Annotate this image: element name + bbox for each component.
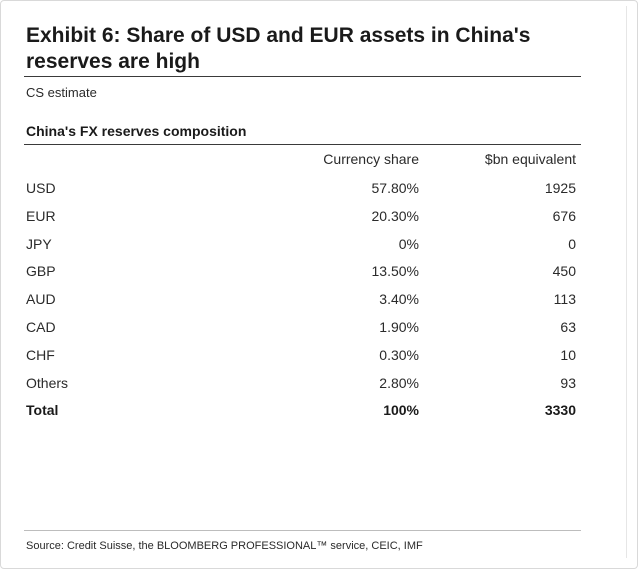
row-currency-share: 13.50% (371, 263, 419, 280)
row-label: CAD (26, 318, 56, 335)
column-header-bn-equivalent: $bn equivalent (484, 151, 576, 167)
row-currency-share: 1.90% (379, 318, 419, 335)
row-label: AUD (26, 291, 56, 308)
source-note: Source: Credit Suisse, the BLOOMBERG PRO… (26, 540, 423, 552)
frame-edge (626, 6, 627, 558)
row-currency-share: 20.30% (371, 207, 419, 224)
row-bn-equivalent: 63 (560, 318, 576, 335)
row-bn-equivalent: 0 (568, 235, 576, 252)
row-bn-equivalent: 676 (552, 207, 576, 224)
table-row: JPY 0% 0 (0, 231, 640, 259)
table-row: CAD 1.90% 63 (0, 314, 640, 342)
row-currency-share: 57.80% (371, 180, 419, 196)
row-label: EUR (26, 207, 56, 224)
row-currency-share: 3.40% (379, 291, 419, 308)
exhibit-subtitle: CS estimate (26, 85, 97, 100)
total-currency-share: 100% (383, 402, 419, 419)
row-label: CHF (26, 346, 55, 363)
table-row: Others 2.80% 93 (0, 370, 640, 398)
table-row: GBP 13.50% 450 (0, 258, 640, 286)
row-bn-equivalent: 1925 (544, 180, 576, 196)
table-title: China's FX reserves composition (26, 123, 247, 139)
row-bn-equivalent: 450 (552, 263, 576, 280)
table-body: USD 57.80% 1925 EUR 20.30% 676 JPY 0% 0 … (0, 175, 640, 425)
title-divider (24, 76, 581, 77)
row-currency-share: 0% (398, 235, 419, 252)
row-bn-equivalent: 10 (560, 346, 576, 363)
row-currency-share: 2.80% (379, 374, 419, 391)
row-label: GBP (26, 263, 56, 280)
total-label: Total (26, 402, 59, 419)
row-currency-share: 0.30% (379, 346, 419, 363)
row-label: USD (26, 180, 56, 196)
exhibit-title: Exhibit 6: Share of USD and EUR assets i… (26, 24, 531, 73)
table-row: AUD 3.40% 113 (0, 286, 640, 314)
row-label: JPY (26, 235, 52, 252)
row-bn-equivalent: 113 (553, 291, 576, 308)
row-bn-equivalent: 93 (560, 374, 576, 391)
table-title-divider (24, 144, 581, 145)
source-divider (24, 530, 581, 531)
table-row: EUR 20.30% 676 (0, 203, 640, 231)
total-bn-equivalent: 3330 (544, 402, 576, 419)
row-label: Others (26, 374, 69, 391)
table-row: CHF 0.30% 10 (0, 342, 640, 370)
table-row: USD 57.80% 1925 (0, 175, 640, 203)
column-header-currency-share: Currency share (323, 151, 419, 167)
table-total-row: Total 100% 3330 (0, 397, 640, 425)
